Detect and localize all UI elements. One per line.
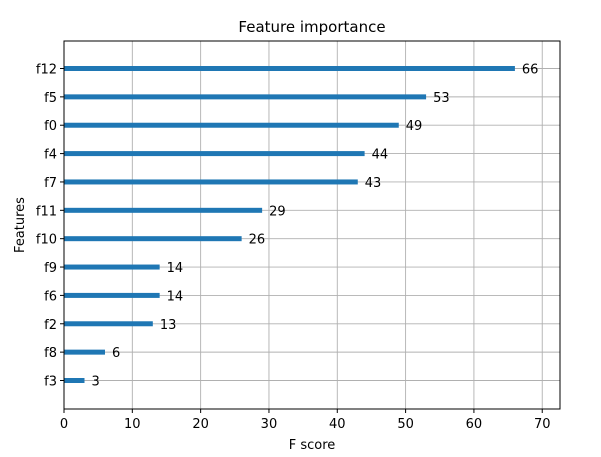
bar-f12 bbox=[64, 66, 515, 71]
bar-f0 bbox=[64, 122, 399, 128]
y-tick-label: f12 bbox=[36, 63, 57, 78]
data-label-f11: 29 bbox=[269, 204, 286, 219]
x-tick-label: 60 bbox=[466, 417, 483, 432]
plot-frame bbox=[63, 40, 561, 410]
y-axis-label: Features bbox=[13, 197, 28, 253]
data-label-f0: 49 bbox=[406, 119, 423, 134]
x-tick-label: 20 bbox=[192, 417, 209, 432]
bar-f5 bbox=[64, 94, 427, 100]
bar-f8 bbox=[64, 349, 105, 355]
data-label-f6: 14 bbox=[167, 289, 184, 304]
bar-f10 bbox=[64, 236, 242, 242]
data-label-f2: 13 bbox=[160, 318, 177, 333]
data-label-f3: 3 bbox=[91, 375, 99, 390]
data-label-f4: 44 bbox=[372, 148, 389, 163]
bar-f7 bbox=[64, 179, 358, 185]
x-axis-ticks: 0 10 20 30 40 50 60 70 bbox=[60, 409, 551, 432]
y-axis-ticks: f12 f5 f0 f4 f7 f11 f10 f9 f6 f2 f8 f3 bbox=[36, 63, 64, 390]
chart-title: Feature importance bbox=[238, 18, 385, 36]
y-tick-label: f11 bbox=[36, 204, 57, 219]
x-axis-label: F score bbox=[289, 438, 336, 453]
data-label-f9: 14 bbox=[167, 261, 184, 276]
bar-f4 bbox=[64, 151, 365, 157]
data-label-f8: 6 bbox=[112, 346, 120, 361]
bar-f6 bbox=[64, 292, 160, 298]
y-tick-label: f5 bbox=[44, 91, 57, 106]
y-tick-label: f7 bbox=[44, 176, 57, 191]
data-label-f7: 43 bbox=[365, 176, 382, 191]
data-label-f10: 26 bbox=[249, 233, 266, 248]
y-tick-label: f3 bbox=[44, 375, 57, 390]
y-tick-label: f8 bbox=[44, 346, 57, 361]
bar-f3 bbox=[64, 378, 85, 383]
bars bbox=[64, 66, 515, 383]
x-tick-label: 50 bbox=[397, 417, 414, 432]
x-tick-label: 10 bbox=[124, 417, 141, 432]
y-tick-label: f4 bbox=[44, 148, 57, 163]
x-tick-label: 30 bbox=[261, 417, 278, 432]
x-tick-label: 70 bbox=[534, 417, 551, 432]
y-tick-label: f2 bbox=[44, 318, 57, 333]
data-label-f12: 66 bbox=[522, 63, 539, 78]
bar-f2 bbox=[64, 321, 153, 327]
y-tick-label: f9 bbox=[44, 261, 57, 276]
x-tick-label: 40 bbox=[329, 417, 346, 432]
y-tick-label: f0 bbox=[44, 119, 57, 134]
bar-f9 bbox=[64, 264, 160, 270]
y-tick-label: f10 bbox=[36, 233, 57, 248]
x-tick-label: 0 bbox=[60, 417, 68, 432]
y-tick-label: f6 bbox=[44, 289, 57, 304]
data-label-f5: 53 bbox=[433, 91, 450, 106]
bar-f11 bbox=[64, 207, 263, 213]
